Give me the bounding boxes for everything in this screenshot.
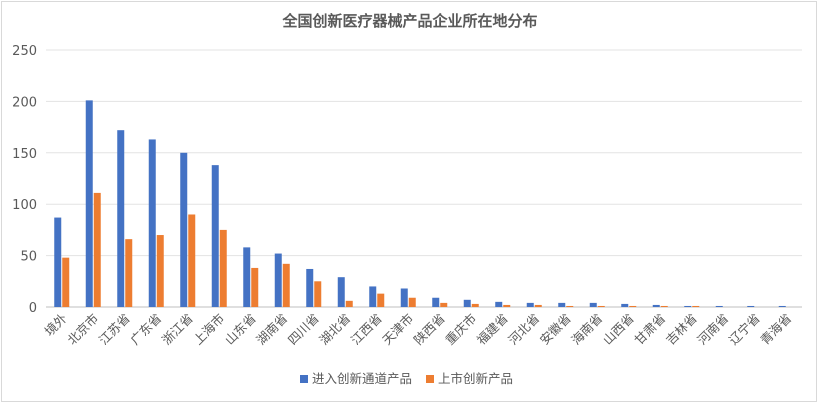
bar-innovation-channel-21: [715, 305, 723, 307]
x-category-label: 天津市: [379, 311, 416, 348]
bar-listed-15: [534, 304, 542, 307]
bar-innovation-channel-0: [54, 217, 62, 307]
bar-listed-0: [62, 257, 70, 307]
bar-innovation-channel-18: [621, 303, 629, 307]
bar-listed-18: [629, 305, 637, 307]
x-category-label: 江西省: [348, 311, 385, 348]
bar-listed-17: [597, 305, 605, 307]
y-tick-label: 150: [12, 147, 37, 162]
bar-innovation-channel-13: [463, 299, 471, 307]
x-category-label: 辽宁省: [726, 311, 763, 348]
x-axis-labels: 境外北京市江苏省广东省浙江省上海市山东省湖南省四川省湖北省江西省天津市陕西省重庆…: [42, 310, 795, 347]
gridlines: [46, 49, 802, 308]
x-category-label: 上海市: [190, 311, 227, 348]
bar-listed-16: [566, 305, 574, 307]
x-category-label: 陕西省: [411, 311, 448, 348]
bar-innovation-channel-15: [526, 302, 534, 307]
bar-listed-13: [471, 303, 479, 307]
y-axis-ticks: 0 50 100 150 200 250: [12, 44, 37, 316]
y-tick-label: 100: [12, 198, 37, 213]
legend-label: 进入创新通道产品: [312, 371, 412, 386]
x-category-label: 甘肃省: [631, 311, 668, 348]
bar-listed-4: [188, 214, 196, 307]
x-category-label: 吉林省: [663, 311, 700, 348]
bar-innovation-channel-5: [211, 165, 219, 307]
bar-listed-10: [377, 293, 385, 307]
x-category-label: 海南省: [568, 311, 605, 348]
bar-innovation-channel-11: [400, 288, 408, 307]
bar-innovation-channel-19: [652, 304, 660, 307]
x-category-label: 湖北省: [316, 311, 353, 348]
legend-swatch: [300, 375, 308, 383]
bar-innovation-channel-2: [117, 130, 125, 307]
bar-listed-9: [345, 300, 353, 307]
bar-innovation-channel-3: [148, 139, 156, 307]
bar-listed-11: [408, 297, 416, 307]
y-tick-label: 50: [20, 250, 37, 265]
x-category-label: 湖南省: [253, 311, 290, 348]
bar-listed-3: [156, 235, 164, 307]
x-category-label: 青海省: [757, 311, 794, 348]
x-category-label: 四川省: [285, 311, 322, 348]
x-category-label: 北京市: [64, 311, 101, 348]
y-tick-label: 250: [12, 44, 37, 59]
bar-innovation-channel-20: [684, 305, 692, 307]
chart-title: 全国创新医疗器械产品企业所在地分布: [281, 12, 537, 30]
y-tick-label: 0: [29, 301, 37, 316]
x-category-label: 河北省: [505, 311, 542, 348]
bar-listed-12: [440, 302, 448, 307]
bar-innovation-channel-10: [369, 286, 377, 307]
x-category-label: 河南省: [694, 311, 731, 348]
bar-innovation-channel-4: [180, 152, 188, 307]
bar-listed-20: [692, 305, 700, 307]
bar-listed-1: [93, 192, 101, 307]
x-category-label: 山西省: [600, 311, 637, 348]
x-category-label: 浙江省: [159, 311, 196, 348]
bar-innovation-channel-7: [274, 253, 282, 307]
x-category-label: 福建省: [474, 311, 511, 348]
bar-listed-5: [219, 229, 227, 307]
y-tick-label: 200: [12, 95, 37, 110]
bar-innovation-channel-12: [432, 297, 440, 307]
bar-innovation-channel-17: [589, 302, 597, 307]
bar-innovation-channel-6: [243, 247, 251, 307]
bar-listed-7: [282, 263, 290, 307]
x-category-label: 广东省: [127, 311, 164, 348]
legend-label: 上市创新产品: [438, 371, 513, 386]
bar-innovation-channel-1: [85, 100, 93, 307]
x-category-label: 山东省: [222, 311, 259, 348]
bar-listed-8: [314, 281, 322, 307]
x-category-label: 重庆市: [442, 311, 479, 348]
bar-listed-19: [660, 305, 668, 307]
bar-innovation-channel-22: [747, 305, 755, 307]
bar-innovation-channel-9: [337, 277, 345, 307]
bar-listed-6: [251, 267, 259, 307]
legend-swatch: [426, 375, 434, 383]
bar-innovation-channel-8: [306, 268, 314, 307]
bar-innovation-channel-14: [495, 301, 503, 307]
bars: [54, 100, 786, 307]
bar-innovation-channel-23: [778, 305, 786, 307]
bar-listed-14: [503, 304, 511, 307]
legend: 进入创新通道产品 上市创新产品: [300, 371, 513, 386]
bar-innovation-channel-16: [558, 302, 566, 307]
x-category-label: 江苏省: [96, 311, 133, 348]
x-category-label: 安徽省: [537, 311, 574, 348]
bar-listed-2: [125, 239, 133, 307]
